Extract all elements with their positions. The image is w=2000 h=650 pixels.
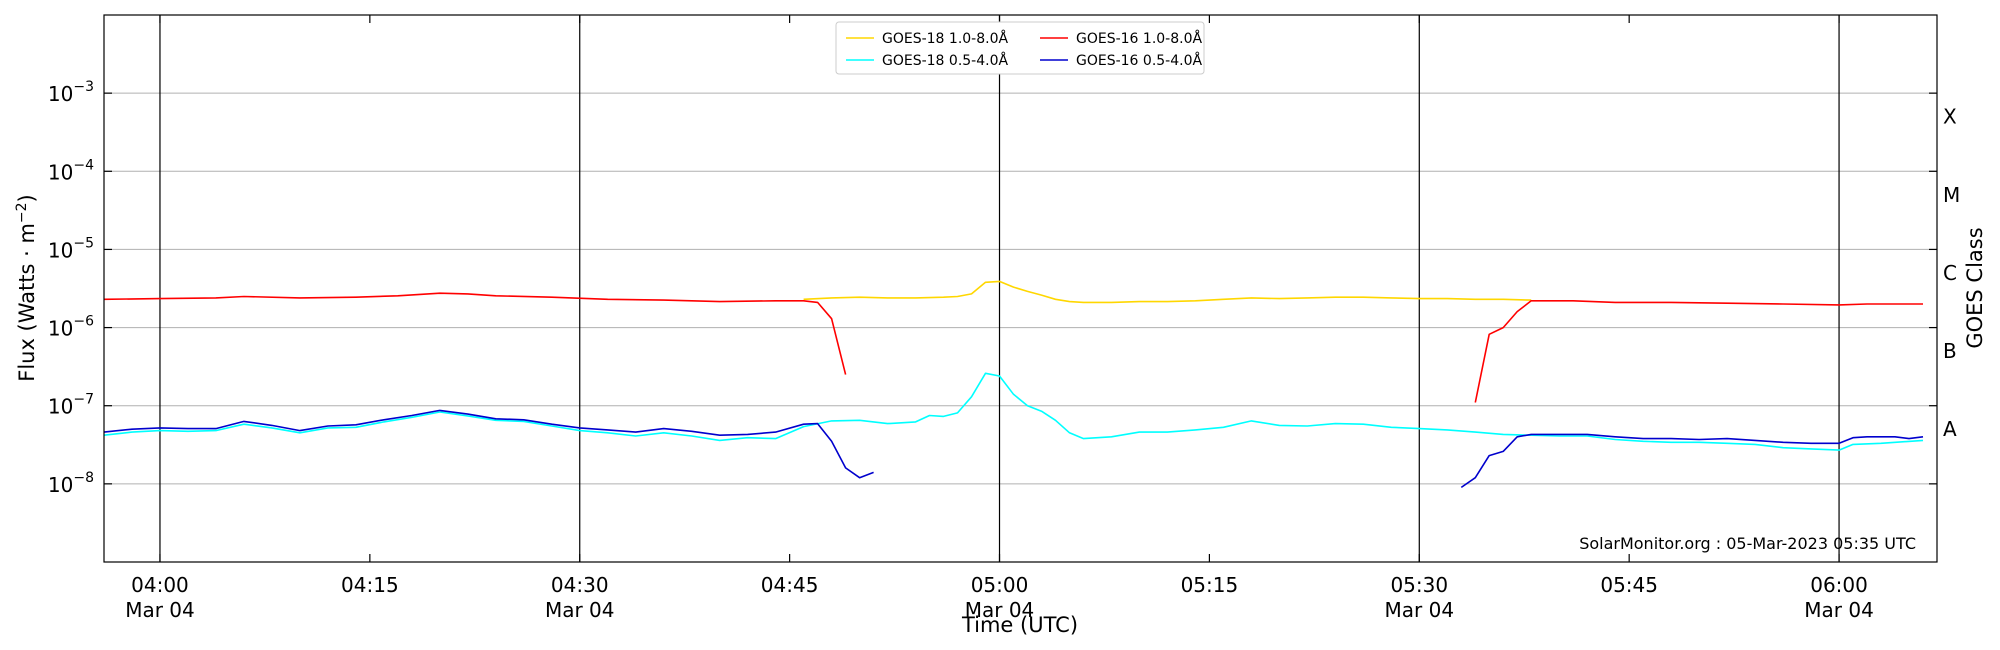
goes-class-label: X (1943, 105, 1957, 129)
series-line-1 (103, 372, 1924, 451)
y-tick-exponent: −5 (73, 235, 94, 251)
goes-class-label: C (1943, 261, 1957, 285)
x-tick-label-date: Mar 04 (545, 598, 615, 622)
y-tick-label: 10−6 (48, 314, 94, 341)
goes-class-label: M (1943, 183, 1960, 207)
x-tick-label-date: Mar 04 (1385, 598, 1455, 622)
y-axis-title: Flux (Watts · m−2) (14, 194, 39, 382)
y-tick-base: 10 (48, 473, 73, 497)
y-tick-label: 10−4 (48, 157, 94, 184)
y-tick-label: 10−3 (48, 79, 94, 106)
series-line-2 (1474, 299, 1923, 403)
y-axis-ticks: 10−810−710−610−510−410−3 (48, 79, 1937, 497)
legend-label: GOES-16 0.5-4.0Å (1076, 52, 1202, 69)
legend-label: GOES-18 0.5-4.0Å (882, 52, 1008, 69)
y-tick-exponent: −7 (73, 392, 94, 408)
y-tick-exponent: −3 (73, 79, 94, 95)
x-tick-label-date: Mar 04 (125, 598, 195, 622)
y-tick-base: 10 (48, 160, 73, 184)
goes-class-labels: A B C M X (1943, 105, 1960, 442)
watermark: SolarMonitor.org : 05-Mar-2023 05:35 UTC (1579, 534, 1916, 553)
x-tick-label-time: 06:00 (1810, 573, 1868, 597)
y-tick-exponent: −8 (73, 470, 94, 486)
legend-label: GOES-18 1.0-8.0Å (882, 30, 1008, 47)
y-tick-label: 10−7 (48, 392, 94, 419)
y-tick-label: 10−5 (48, 235, 94, 262)
right-axis-title: GOES Class (1963, 227, 1987, 348)
y-axis-title-close: ) (15, 194, 39, 202)
vertical-hour-lines (159, 15, 1840, 562)
x-tick-label-time: 04:00 (131, 573, 189, 597)
series-line-3 (1460, 433, 1924, 489)
series-line-0 (803, 280, 1532, 304)
y-tick-base: 10 (48, 238, 73, 262)
series-line-2 (103, 292, 847, 375)
x-tick-label-time: 05:00 (971, 573, 1029, 597)
goes-class-label: A (1943, 417, 1957, 441)
data-series (103, 280, 1924, 489)
y-tick-base: 10 (48, 82, 73, 106)
y-axis-title-exponent: −2 (14, 202, 30, 223)
y-tick-label: 10−8 (48, 470, 94, 497)
x-tick-label-time: 05:30 (1390, 573, 1448, 597)
x-tick-label-time: 04:45 (761, 573, 819, 597)
legend: GOES-18 1.0-8.0Å GOES-16 1.0-8.0Å GOES-18 … (835, 21, 1205, 75)
x-tick-label-date: Mar 04 (1804, 598, 1874, 622)
plot-frame (103, 14, 1938, 563)
y-tick-base: 10 (48, 395, 73, 419)
y-tick-exponent: −6 (73, 314, 94, 330)
series-line-3 (103, 409, 874, 479)
legend-box (835, 21, 1205, 75)
x-tick-label-time: 05:45 (1600, 573, 1658, 597)
goes-class-label: B (1943, 339, 1957, 363)
x-axis-title: Time (UTC) (961, 613, 1078, 637)
x-tick-label-time: 04:15 (341, 573, 399, 597)
legend-label: GOES-16 1.0-8.0Å (1076, 30, 1202, 47)
x-tick-label-time: 05:15 (1181, 573, 1239, 597)
x-tick-label-date: Mar 04 (965, 598, 1035, 622)
grid-lines (104, 92, 1937, 485)
x-tick-label-time: 04:30 (551, 573, 609, 597)
y-tick-base: 10 (48, 317, 73, 341)
y-tick-exponent: −4 (73, 157, 94, 173)
